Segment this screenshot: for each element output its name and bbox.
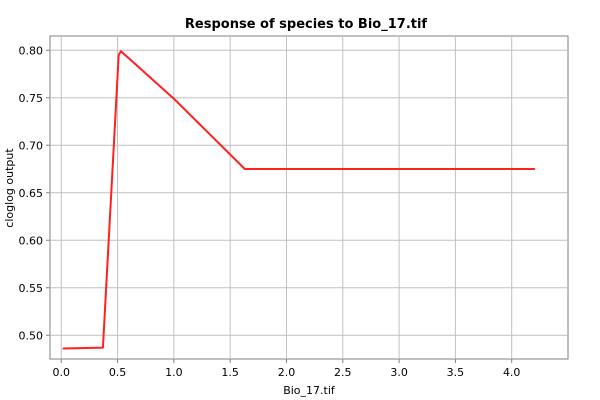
y-tick-label: 0.80 — [19, 44, 44, 57]
chart-title: Response of species to Bio_17.tif — [185, 17, 428, 32]
x-tick-labels: 0.0 0.5 1.0 1.5 2.0 2.5 3.0 3.5 4.0 — [53, 359, 521, 379]
y-tick-label: 0.60 — [19, 234, 44, 247]
x-tick-label: 4.0 — [503, 366, 521, 379]
x-tick-label: 1.0 — [165, 366, 183, 379]
x-tick-label: 2.0 — [278, 366, 296, 379]
y-tick-label: 0.50 — [19, 329, 44, 342]
response-curve — [62, 50, 536, 350]
x-tick-label: 0.0 — [53, 366, 71, 379]
plot-area — [49, 35, 569, 360]
y-tick-label: 0.65 — [19, 187, 44, 200]
x-axis-label: Bio_17.tif — [283, 384, 336, 397]
x-tick-label: 0.5 — [109, 366, 127, 379]
x-tick-label: 1.5 — [221, 366, 239, 379]
gridlines — [50, 36, 568, 359]
y-axis-label: cloglog output — [3, 148, 16, 228]
series-layer — [62, 50, 536, 350]
x-tick-label: 3.0 — [390, 366, 408, 379]
y-tick-label: 0.70 — [19, 139, 44, 152]
y-tick-labels: 0.50 0.55 0.60 0.65 0.70 0.75 0.80 — [19, 44, 50, 342]
x-tick-label: 2.5 — [334, 366, 352, 379]
y-tick-label: 0.75 — [19, 92, 44, 105]
y-tick-label: 0.55 — [19, 282, 44, 295]
x-tick-label: 3.5 — [447, 366, 465, 379]
